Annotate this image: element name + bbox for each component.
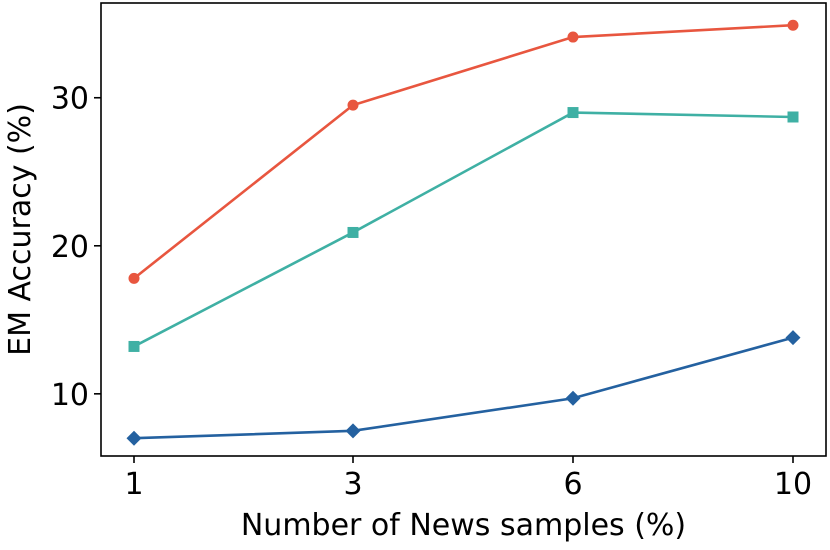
plot-marks xyxy=(126,19,801,446)
series-line xyxy=(133,336,794,440)
series-2 xyxy=(128,107,799,352)
series-line xyxy=(133,23,794,280)
x-tick-label: 10 xyxy=(774,467,812,502)
x-tick-label: 6 xyxy=(563,467,582,502)
data-point xyxy=(787,19,799,31)
data-point xyxy=(785,330,801,346)
axis-ticks: 1 3 6 10 10 20 30 xyxy=(51,82,812,502)
data-point xyxy=(565,390,581,406)
series-3 xyxy=(126,330,801,446)
data-point xyxy=(347,99,359,111)
x-axis-label: Number of News samples (%) xyxy=(241,508,686,543)
plot-frame xyxy=(100,2,827,457)
data-point xyxy=(128,340,140,352)
data-point xyxy=(347,226,359,238)
data-point xyxy=(345,423,361,439)
data-point xyxy=(128,272,140,284)
x-tick-label: 3 xyxy=(343,467,362,502)
y-tick-label: 20 xyxy=(51,230,89,265)
y-axis-label: EM Accuracy (%) xyxy=(3,103,38,356)
series-line xyxy=(133,111,794,348)
data-point xyxy=(567,31,579,43)
y-tick-label: 30 xyxy=(51,82,89,117)
data-point xyxy=(126,430,142,446)
data-point xyxy=(567,107,579,119)
series-1 xyxy=(128,19,799,284)
y-tick-label: 10 xyxy=(51,378,89,413)
data-point xyxy=(787,111,799,123)
x-tick-label: 1 xyxy=(124,467,143,502)
